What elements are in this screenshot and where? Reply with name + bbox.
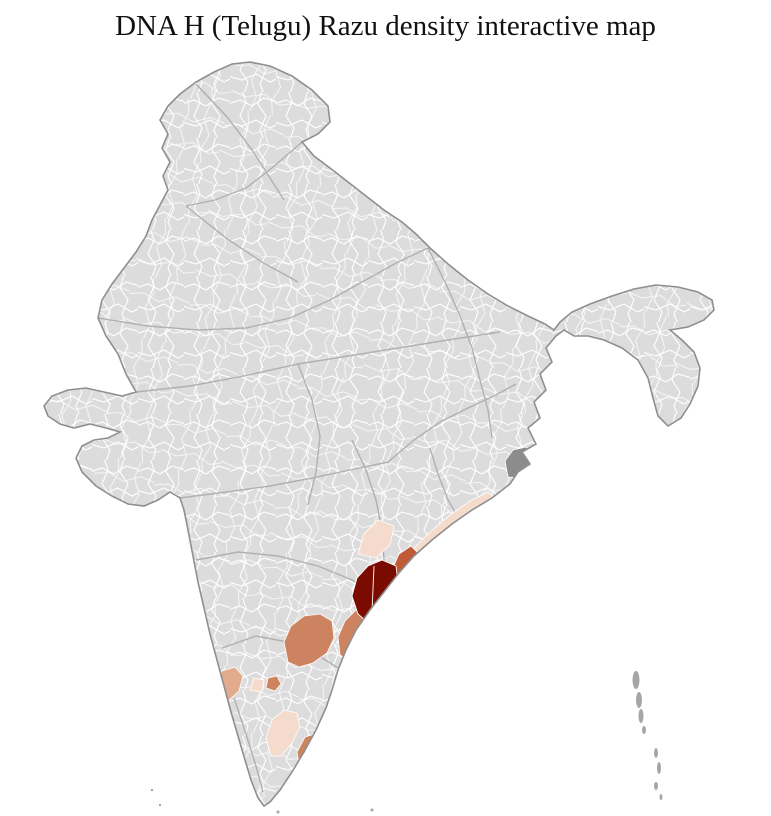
minor-islands xyxy=(150,788,374,814)
islet xyxy=(276,810,280,814)
density-region-medium-inland[interactable] xyxy=(283,613,335,668)
district-lines-layer-2 xyxy=(44,62,714,806)
state-borders xyxy=(97,83,517,793)
very-high-region-inner-border xyxy=(371,565,375,613)
density-region-very-low-inland[interactable] xyxy=(357,519,395,559)
islet xyxy=(158,803,162,807)
islet xyxy=(370,808,374,812)
island[interactable] xyxy=(638,709,644,723)
density-region-very-low-south-2[interactable] xyxy=(249,677,265,693)
district-grid xyxy=(44,62,714,806)
density-region-medium-dot[interactable] xyxy=(265,675,282,692)
island[interactable] xyxy=(659,794,663,800)
island[interactable] xyxy=(654,782,658,790)
page-title: DNA H (Telugu) Razu density interactive … xyxy=(115,10,656,42)
density-region-high-coastal[interactable] xyxy=(379,597,409,633)
island[interactable] xyxy=(642,726,646,734)
islet xyxy=(150,788,154,792)
island[interactable] xyxy=(654,748,658,758)
andaman-nicobar-islands[interactable] xyxy=(632,671,663,800)
island[interactable] xyxy=(657,762,661,774)
island[interactable] xyxy=(636,692,642,708)
island[interactable] xyxy=(632,671,640,689)
density-region-very-low-south-1[interactable] xyxy=(265,709,301,757)
